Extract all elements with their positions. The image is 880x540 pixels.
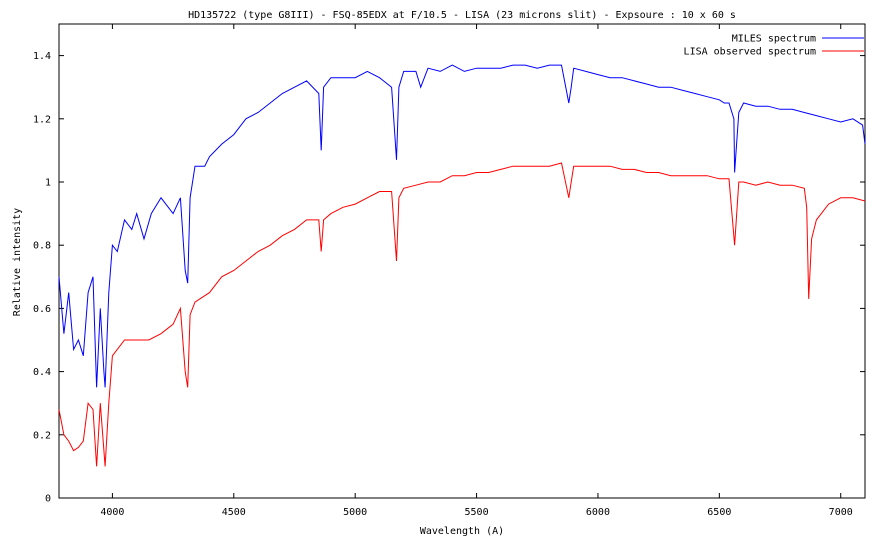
y-tick-label: 0.2 — [33, 430, 51, 441]
series-line-miles — [58, 64, 866, 388]
x-tick-label: 4000 — [100, 507, 124, 518]
y-tick-label: 0.4 — [33, 367, 51, 378]
x-axis-ticks: 4000 4500 5000 5500 6000 6500 7000 — [100, 24, 853, 518]
y-tick-label: 1 — [45, 178, 51, 189]
chart-title: HD135722 (type G8III) - FSQ-85EDX at F/1… — [188, 10, 736, 21]
series-line-lisa — [58, 162, 866, 467]
y-tick-label: 0 — [45, 494, 51, 505]
legend-label: MILES spectrum — [732, 34, 816, 45]
x-axis-label: Wavelength (A) — [420, 526, 504, 537]
y-axis-ticks: 0 0.2 0.4 0.6 0.8 1 1.2 1.4 — [33, 51, 865, 505]
x-tick-label: 7000 — [829, 507, 853, 518]
y-tick-label: 1.2 — [33, 114, 51, 125]
y-tick-label: 0.6 — [33, 304, 51, 315]
y-axis-label: Relative intensity — [12, 208, 23, 316]
plot-frame — [58, 23, 866, 499]
x-tick-label: 5000 — [343, 507, 367, 518]
legend-label: LISA observed spectrum — [684, 47, 816, 58]
x-tick-label: 5500 — [465, 507, 489, 518]
legend: MILES spectrum LISA observed spectrum — [684, 34, 864, 58]
series-layer — [58, 64, 866, 467]
x-tick-label: 4500 — [222, 507, 246, 518]
y-tick-label: 0.8 — [33, 241, 51, 252]
x-tick-label: 6000 — [586, 507, 610, 518]
y-tick-label: 1.4 — [33, 51, 51, 62]
x-tick-label: 6500 — [707, 507, 731, 518]
